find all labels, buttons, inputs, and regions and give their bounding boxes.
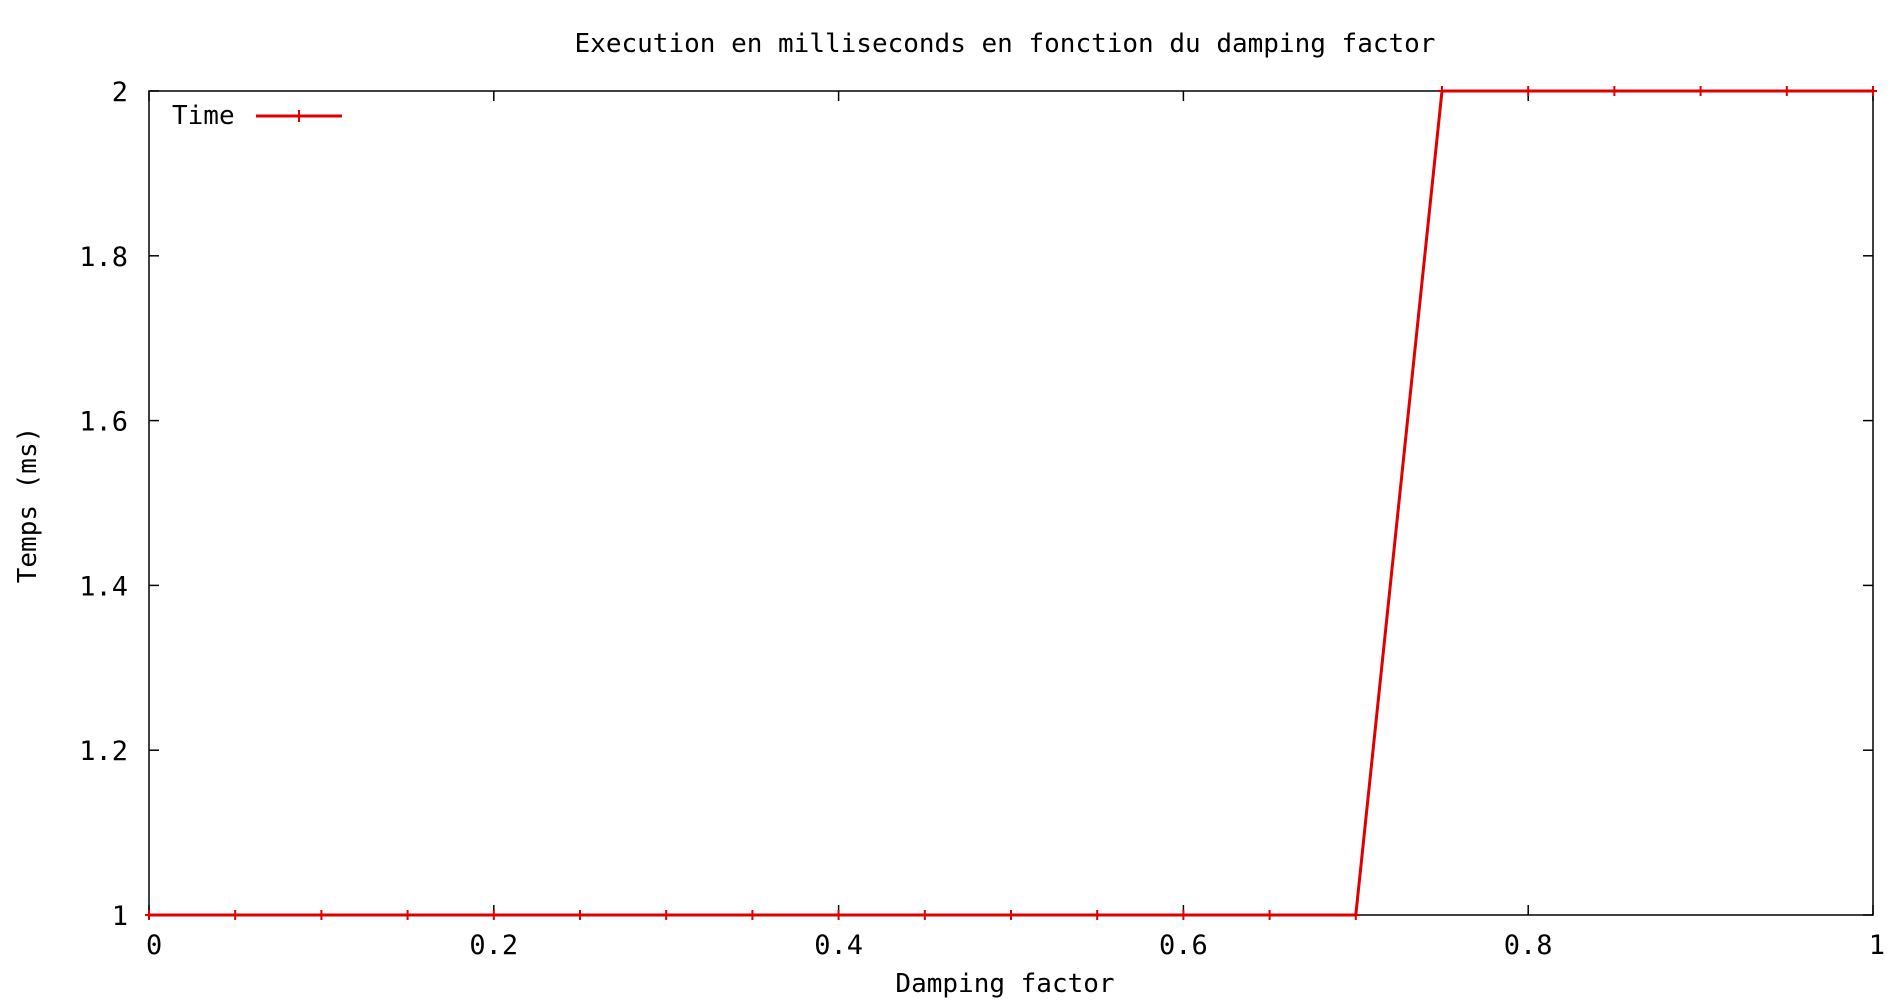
data-point xyxy=(1265,910,1274,920)
data-point xyxy=(403,910,412,920)
data-point xyxy=(1093,910,1102,920)
x-tick-label: 0.4 xyxy=(814,930,863,961)
series-line-time xyxy=(149,89,1873,917)
data-point xyxy=(1438,86,1446,96)
data-point xyxy=(1179,910,1188,920)
data-point xyxy=(231,910,240,920)
legend-label-time: Time xyxy=(172,101,235,131)
data-point xyxy=(1524,86,1533,96)
y-axis-label: Temps (ms) xyxy=(13,427,43,584)
data-point xyxy=(576,910,584,920)
x-tick-label: 0 xyxy=(146,930,162,961)
data-point xyxy=(317,910,326,920)
data-point xyxy=(1782,86,1791,96)
series-layer xyxy=(145,86,1877,920)
legend: Time xyxy=(172,101,342,131)
y-tick-label: 1.2 xyxy=(79,736,128,767)
data-point xyxy=(1351,910,1360,920)
y-tick-label: 1.8 xyxy=(79,242,128,273)
data-point xyxy=(748,910,757,920)
data-point xyxy=(920,910,929,920)
data-point xyxy=(1696,86,1705,96)
chart-title: Execution en milliseconds en fonction du… xyxy=(575,29,1436,59)
x-tick-label: 1 xyxy=(1869,930,1885,961)
data-point xyxy=(1007,910,1015,920)
data-point xyxy=(145,910,153,920)
y-tick-label: 1.6 xyxy=(79,407,128,438)
x-axis-label: Damping factor xyxy=(895,969,1114,999)
y-tick-label: 1 xyxy=(112,901,128,932)
data-point xyxy=(834,910,843,920)
y-tick-label: 1.4 xyxy=(79,571,128,602)
y-tick-label: 2 xyxy=(112,77,128,108)
data-point xyxy=(662,910,671,920)
data-point xyxy=(489,910,498,920)
x-axis: 0 0.2 0.4 0.6 0.8 1 xyxy=(146,91,1885,961)
data-point xyxy=(1610,86,1619,96)
x-tick-label: 0.6 xyxy=(1159,930,1208,961)
y-axis: 1 1.2 1.4 1.6 1.8 2 xyxy=(79,77,1873,932)
x-tick-label: 0.2 xyxy=(469,930,518,961)
plot-frame xyxy=(148,90,1874,916)
x-tick-label: 0.8 xyxy=(1504,930,1553,961)
data-point xyxy=(1869,86,1877,96)
